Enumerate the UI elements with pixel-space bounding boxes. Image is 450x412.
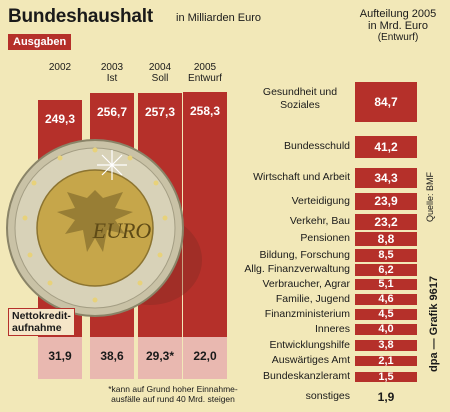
year-sub-label: Soll bbox=[151, 73, 169, 84]
breakdown-value-box: 3,8 bbox=[355, 340, 417, 351]
breakdown-category-label: Verkehr, Bau bbox=[289, 215, 350, 227]
year-head-2002: 2002 bbox=[38, 62, 82, 73]
expenditure-value-label: 258,3 bbox=[189, 103, 221, 118]
credit-label: Nettokredit- aufnahme bbox=[8, 308, 75, 336]
credit-value-label: 38,6 bbox=[100, 349, 124, 363]
year-label: 2005 bbox=[193, 62, 217, 73]
credit-value-label: 22,0 bbox=[193, 349, 217, 363]
expenditure-value-label: 257,3 bbox=[144, 104, 176, 119]
breakdown-category-label: Auswärtiges Amt bbox=[271, 354, 350, 366]
breakdown-category-label: Verteidigung bbox=[291, 194, 350, 207]
expenditure-value-label: 249,3 bbox=[44, 112, 76, 127]
breakdown-title-line2: in Mrd. Euro bbox=[368, 20, 428, 32]
footnote-line1: *kann auf Grund hoher Einnahme- bbox=[108, 384, 238, 394]
chart-title: Bundeshaushalt bbox=[8, 6, 153, 27]
year-sub-label: Ist bbox=[106, 73, 118, 84]
footnote-line2: ausfälle auf rund 40 Mrd. steigen bbox=[111, 394, 235, 404]
credit-bar bbox=[90, 337, 134, 379]
year-sub-label: Entwurf bbox=[188, 73, 222, 84]
breakdown-value-box: 4,6 bbox=[355, 294, 417, 305]
breakdown-title-line1: Aufteilung 2005 bbox=[359, 8, 437, 20]
breakdown-value-box: 23,9 bbox=[355, 193, 417, 210]
breakdown-value-box: 34,3 bbox=[355, 168, 417, 188]
breakdown-value-box: 1,5 bbox=[355, 372, 417, 383]
year-head-2004: 2004 Soll bbox=[138, 62, 182, 84]
breakdown-category-label: Bildung, Forschung bbox=[259, 248, 350, 261]
breakdown-value-box: 41,2 bbox=[355, 136, 417, 158]
breakdown-value-box: 5,1 bbox=[355, 279, 417, 290]
breakdown-category-label: Pensionen bbox=[300, 232, 350, 244]
credit-bar bbox=[138, 337, 182, 379]
expenditure-bar bbox=[183, 91, 227, 337]
dpa-credit: dpa — Grafik 9617 bbox=[428, 276, 440, 372]
breakdown-value-box: 4,0 bbox=[355, 324, 417, 335]
breakdown-value-box: 6,2 bbox=[355, 264, 417, 276]
credit-label-line1: Nettokredit- bbox=[12, 310, 71, 322]
breakdown-category-label: Bundesschuld bbox=[284, 140, 350, 152]
breakdown-category-label: Wirtschaft und Arbeit bbox=[253, 171, 350, 183]
breakdown-category-label: Allg. Finanzverwaltung bbox=[244, 263, 350, 275]
chart-unit: in Milliarden Euro bbox=[176, 12, 261, 24]
breakdown-category-label: Inneres bbox=[314, 322, 350, 335]
breakdown-value-box: 1,9 bbox=[377, 390, 395, 404]
credit-bar bbox=[38, 337, 82, 379]
breakdown-value-box: 84,7 bbox=[355, 82, 417, 122]
credit-label-line2: aufnahme bbox=[12, 322, 62, 334]
footnote: *kann auf Grund hoher Einnahme- ausfälle… bbox=[98, 384, 248, 404]
credit-value-label: 31,9 bbox=[48, 349, 72, 363]
credit-value-label: 29,3* bbox=[145, 349, 175, 363]
breakdown-category-label: Bundeskanzleramt bbox=[263, 370, 350, 382]
year-label: 2002 bbox=[48, 62, 72, 73]
breakdown-category-label: Familie, Jugend bbox=[275, 292, 350, 305]
breakdown-value-box: 8,8 bbox=[355, 232, 417, 246]
expenditure-value-label: 256,7 bbox=[96, 105, 128, 120]
year-label: 2004 bbox=[148, 62, 172, 73]
breakdown-value-box: 2,1 bbox=[355, 356, 417, 367]
year-head-2003: 2003 Ist bbox=[90, 62, 134, 84]
section-label-ausgaben: Ausgaben bbox=[8, 34, 72, 50]
breakdown-category-label: Entwicklungshilfe bbox=[269, 338, 350, 351]
breakdown-subtitle: (Entwurf) bbox=[377, 32, 419, 43]
credit-bar bbox=[183, 337, 227, 379]
year-head-2005: 2005 Entwurf bbox=[183, 62, 227, 84]
breakdown-category-label: Finanzministerium bbox=[264, 307, 350, 320]
breakdown-value-box: 8,5 bbox=[355, 249, 417, 262]
breakdown-category-label: Gesundheit und Soziales bbox=[262, 86, 338, 111]
breakdown-value-box: 4,5 bbox=[355, 309, 417, 320]
year-label: 2003 bbox=[100, 62, 124, 73]
breakdown-value-box: 23,2 bbox=[355, 214, 417, 230]
breakdown-header: Aufteilung 2005 in Mrd. Euro (Entwurf) bbox=[345, 8, 450, 44]
coin-euro-text: EURO bbox=[92, 218, 152, 243]
source-label: Quelle: BMF bbox=[425, 171, 435, 222]
breakdown-category-label: sonstiges bbox=[305, 390, 350, 402]
breakdown-category-label: Verbraucher, Agrar bbox=[262, 277, 350, 290]
